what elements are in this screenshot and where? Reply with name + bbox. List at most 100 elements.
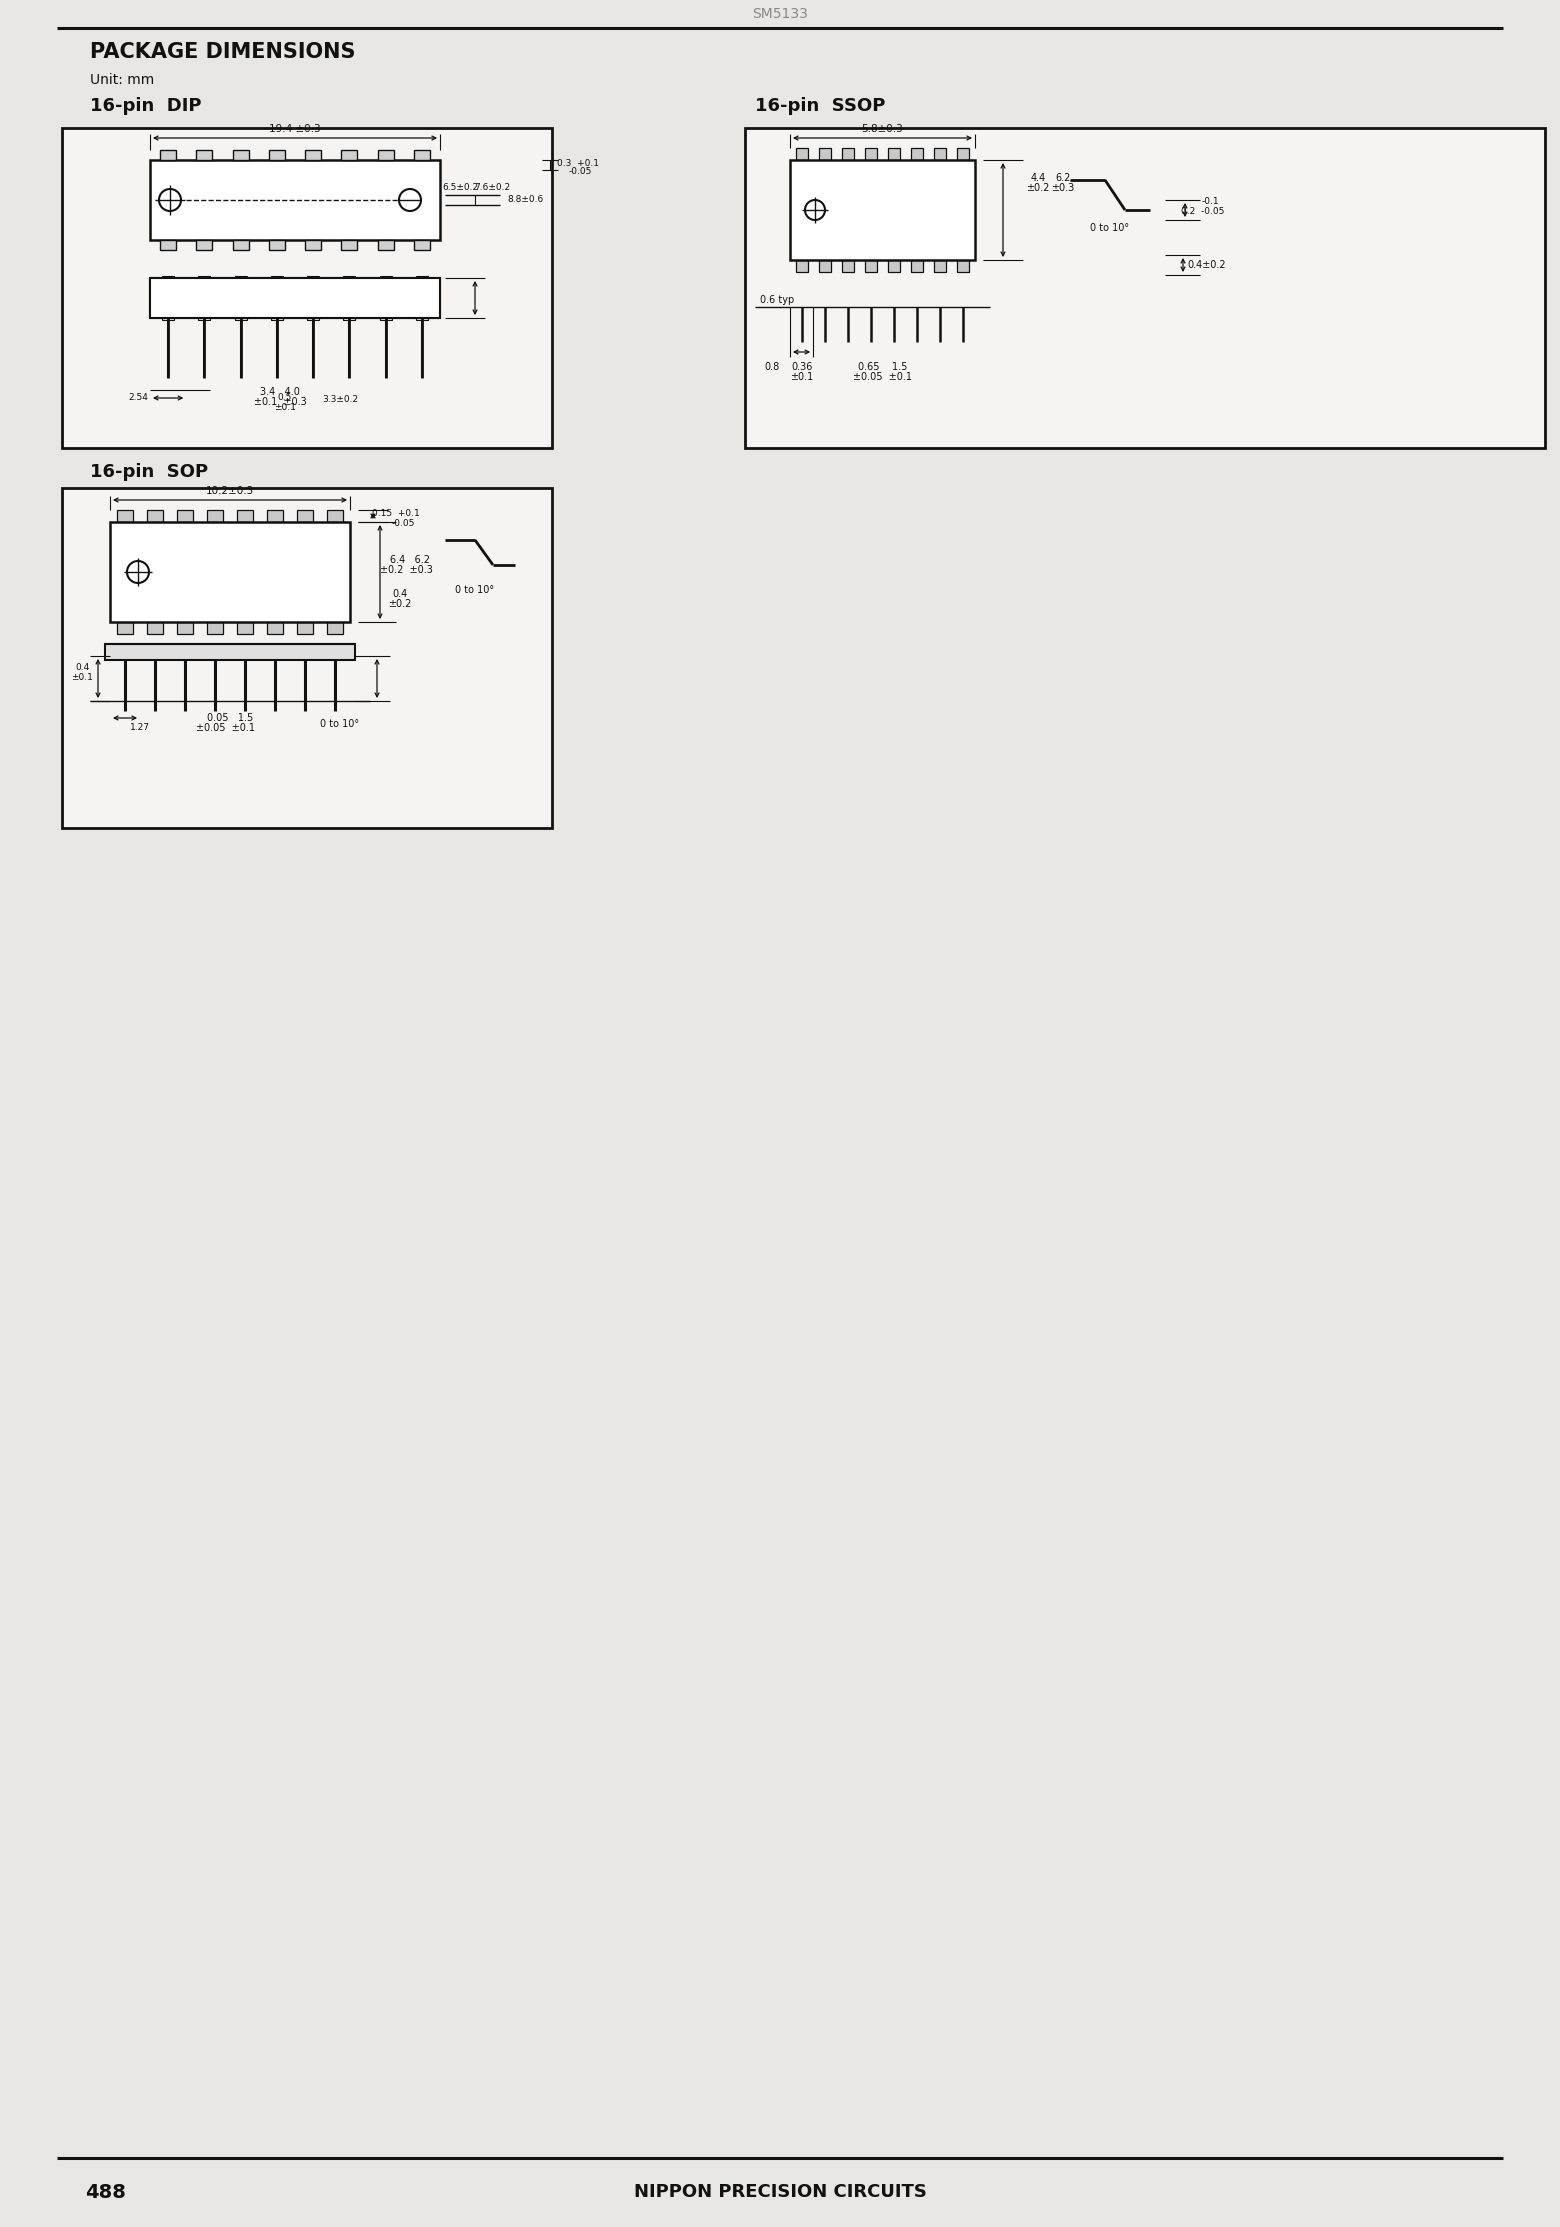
Bar (864, 147, 877, 160)
Bar (234, 276, 246, 321)
Bar (198, 276, 211, 321)
Text: 0.36: 0.36 (791, 363, 813, 372)
Bar (417, 276, 427, 321)
Bar (413, 149, 431, 160)
Bar (150, 278, 440, 318)
Bar (161, 241, 176, 249)
Text: SM5133: SM5133 (752, 7, 808, 20)
Text: 0.5: 0.5 (278, 394, 292, 403)
Bar (150, 160, 440, 241)
Bar (268, 149, 285, 160)
Bar (267, 621, 282, 635)
Text: 0.6 typ: 0.6 typ (760, 294, 794, 305)
Text: ±0.1: ±0.1 (275, 403, 296, 412)
Bar (796, 147, 808, 160)
Bar (147, 510, 162, 521)
Text: -0.05: -0.05 (568, 167, 591, 176)
Bar (307, 276, 320, 321)
Bar (117, 510, 133, 521)
Text: 10.2±0.3: 10.2±0.3 (206, 485, 254, 497)
Bar (911, 147, 924, 160)
Text: 16-pin  SOP: 16-pin SOP (90, 463, 207, 481)
Bar (111, 521, 349, 621)
Bar (934, 261, 947, 272)
Bar (958, 261, 969, 272)
Text: 0.3  +0.1: 0.3 +0.1 (557, 158, 599, 167)
Bar (232, 149, 248, 160)
Text: 3.4   4.0: 3.4 4.0 (261, 387, 300, 396)
Bar (911, 261, 924, 272)
Bar (296, 621, 314, 635)
Bar (342, 241, 357, 249)
Text: 0.15  +0.1: 0.15 +0.1 (373, 508, 420, 517)
Text: ±0.3: ±0.3 (1051, 183, 1075, 194)
Text: ±0.05  ±0.1: ±0.05 ±0.1 (195, 724, 254, 733)
Bar (819, 261, 830, 272)
Bar (796, 261, 808, 272)
Text: ±0.2  ±0.3: ±0.2 ±0.3 (379, 566, 432, 575)
Text: 8.8±0.6: 8.8±0.6 (507, 196, 543, 205)
Bar (207, 621, 223, 635)
Bar (237, 621, 253, 635)
Bar (306, 149, 321, 160)
Text: 0.65    1.5: 0.65 1.5 (858, 363, 908, 372)
Bar (746, 127, 1544, 448)
Bar (271, 276, 282, 321)
Bar (62, 127, 552, 448)
Bar (105, 644, 356, 659)
Text: -0.1: -0.1 (1201, 198, 1218, 207)
Text: 0 to 10°: 0 to 10° (456, 586, 495, 595)
Text: 6.4   6.2: 6.4 6.2 (390, 555, 431, 566)
Bar (267, 510, 282, 521)
Bar (379, 276, 392, 321)
Bar (789, 160, 975, 261)
Text: 7.6±0.2: 7.6±0.2 (474, 183, 510, 192)
Text: PACKAGE DIMENSIONS: PACKAGE DIMENSIONS (90, 42, 356, 62)
Bar (328, 621, 343, 635)
Text: 0.4: 0.4 (393, 588, 407, 599)
Text: 0.2  -0.05: 0.2 -0.05 (1181, 207, 1225, 216)
Bar (237, 510, 253, 521)
Bar (162, 276, 175, 321)
Text: 6.2: 6.2 (1055, 174, 1070, 183)
Bar (176, 621, 193, 635)
Bar (343, 276, 356, 321)
Text: 2.54: 2.54 (128, 394, 148, 403)
Text: 5.8±0.3: 5.8±0.3 (861, 125, 903, 134)
Text: ±0.2: ±0.2 (388, 599, 412, 608)
Text: 16-pin  SSOP: 16-pin SSOP (755, 98, 886, 116)
Bar (268, 241, 285, 249)
Bar (842, 261, 853, 272)
Text: 0.4: 0.4 (75, 664, 89, 673)
Bar (934, 147, 947, 160)
Text: ±0.05  ±0.1: ±0.05 ±0.1 (853, 372, 913, 383)
Bar (296, 510, 314, 521)
Text: 0.8: 0.8 (764, 363, 780, 372)
Bar (328, 510, 343, 521)
Text: ±0.1: ±0.1 (72, 673, 94, 681)
Text: ±0.1: ±0.1 (789, 372, 813, 383)
Bar (207, 510, 223, 521)
Bar (842, 147, 853, 160)
Bar (150, 278, 440, 318)
Bar (958, 147, 969, 160)
Text: 6.5±0.2: 6.5±0.2 (441, 183, 477, 192)
Text: 488: 488 (84, 2182, 126, 2203)
Text: 16-pin  DIP: 16-pin DIP (90, 98, 201, 116)
Bar (176, 510, 193, 521)
Bar (62, 488, 552, 828)
Text: 1.27: 1.27 (129, 724, 150, 733)
Text: 4.4: 4.4 (1030, 174, 1045, 183)
Bar (888, 261, 900, 272)
Text: 3.3±0.2: 3.3±0.2 (321, 396, 359, 405)
Bar (413, 241, 431, 249)
Bar (147, 621, 162, 635)
Text: ±0.2: ±0.2 (1026, 183, 1050, 194)
Bar (888, 147, 900, 160)
Bar (197, 149, 212, 160)
Text: 0 to 10°: 0 to 10° (320, 719, 359, 728)
Text: 19.4 ±0.3: 19.4 ±0.3 (270, 125, 321, 134)
Text: NIPPON PRECISION CIRCUITS: NIPPON PRECISION CIRCUITS (633, 2182, 927, 2200)
Text: 0.05   1.5: 0.05 1.5 (207, 713, 253, 724)
Text: -0.05: -0.05 (392, 519, 415, 528)
